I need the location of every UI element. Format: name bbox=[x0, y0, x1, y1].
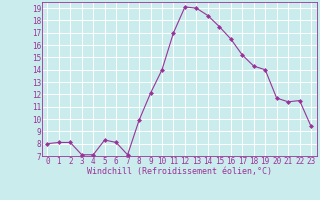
X-axis label: Windchill (Refroidissement éolien,°C): Windchill (Refroidissement éolien,°C) bbox=[87, 167, 272, 176]
